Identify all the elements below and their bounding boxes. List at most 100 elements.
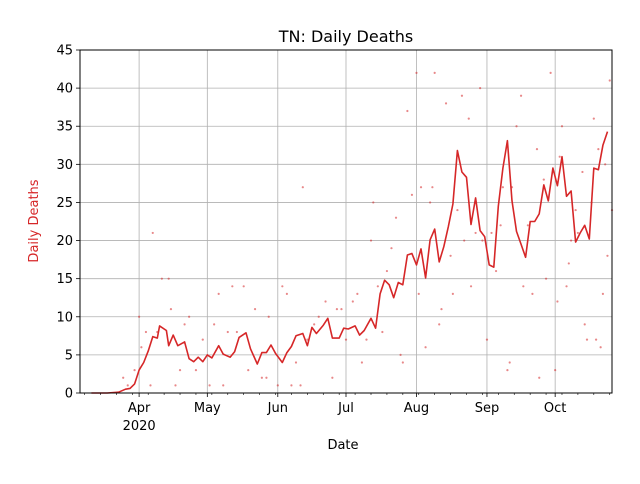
x-tick-label: Jun [267,401,288,416]
daily-death-point [369,239,373,242]
daily-death-point [592,117,595,120]
y-tick-label: 20 [56,234,73,249]
daily-death-point [208,384,211,387]
daily-death-point [556,300,559,303]
daily-death-point [290,384,293,387]
daily-death-point [217,292,220,296]
daily-death-point [360,361,364,364]
daily-points [122,71,614,387]
daily-death-point [213,323,216,326]
daily-death-point [456,208,459,212]
daily-death-point [410,193,414,196]
daily-death-point [183,323,186,326]
daily-death-point [222,384,225,387]
daily-death-point [138,315,141,318]
y-tick-label: 10 [56,310,73,325]
rolling-average-line [91,131,609,394]
daily-death-point [160,277,163,280]
daily-death-point [608,79,611,82]
daily-death-point [313,323,316,326]
x-tick-label: Aug [404,401,429,416]
daily-death-point [444,102,448,105]
y-tick-label: 5 [65,348,73,363]
daily-death-point [449,254,452,257]
daily-death-point [253,308,257,311]
daily-death-point [433,71,436,74]
daily-death-point [174,384,177,387]
y-axis-ticks: 0 5 10 15 20 25 30 35 40 45 [56,44,80,402]
daily-death-point [424,346,427,349]
daily-death-point [429,201,432,204]
daily-death-point [194,369,198,372]
daily-death-point [460,94,464,97]
daily-death-point [601,292,605,296]
daily-death-point [151,231,154,235]
daily-death-point [324,300,327,303]
daily-death-point [260,376,263,379]
daily-death-point [531,292,534,296]
daily-death-point [226,330,229,334]
daily-death-point [542,178,545,181]
y-axis-label: Daily Deaths [27,179,42,262]
daily-death-point [576,231,579,235]
y-tick-label: 30 [56,158,73,173]
daily-death-point [372,201,375,204]
daily-death-point [340,308,343,311]
daily-death-point [604,163,607,166]
daily-death-point [558,155,561,158]
daily-death-point [133,369,136,372]
x-tick-label: Jul [337,401,354,416]
daily-death-point [365,338,368,341]
y-tick-label: 40 [56,82,73,97]
daily-death-point [569,239,573,242]
daily-death-point [417,292,420,296]
daily-death-point [415,71,418,74]
daily-death-point [515,125,518,128]
daily-death-point [567,262,570,265]
daily-death-point [144,330,148,334]
daily-death-point [317,315,320,318]
daily-death-point [597,147,600,151]
daily-death-point [276,384,279,387]
daily-death-point [188,315,191,318]
daily-death-point [431,186,434,189]
y-tick-label: 0 [65,387,73,402]
daily-death-point [242,285,245,288]
daily-death-point [167,277,170,280]
daily-death-point [574,208,577,212]
chart-title: TN: Daily Deaths [278,27,414,46]
daily-death-point [265,376,268,379]
daily-death-point [467,117,470,120]
x-tick-label: Apr [128,401,151,416]
daily-death-point [535,147,539,151]
daily-death-point [581,170,584,174]
daily-death-point [599,346,602,349]
x-tick-label: May [194,401,221,416]
daily-death-point [474,231,477,235]
daily-death-point [506,369,509,372]
daily-death-point [485,338,489,341]
daily-death-point [583,323,586,326]
daily-death-point [560,125,564,128]
daily-death-point [294,361,298,364]
y-tick-label: 15 [56,272,73,287]
daily-death-point [331,376,334,379]
x-tick-label: Oct [544,401,566,416]
daily-death-point [549,71,552,74]
daily-death-point [385,269,389,273]
daily-death-point [519,94,523,97]
daily-death-point [419,186,423,189]
daily-death-point [122,376,125,379]
x-tick-label: Sep [475,401,500,416]
daily-death-point [281,285,284,288]
daily-death-point [501,186,504,189]
daily-death-point [440,308,443,311]
y-tick-label: 25 [56,196,73,211]
daily-death-point [585,338,589,341]
daily-death-point [126,384,129,387]
daily-death-point [344,338,348,341]
x-tick-year-label: 2020 [123,419,156,434]
daily-death-point [285,292,288,296]
daily-death-point [306,338,309,341]
